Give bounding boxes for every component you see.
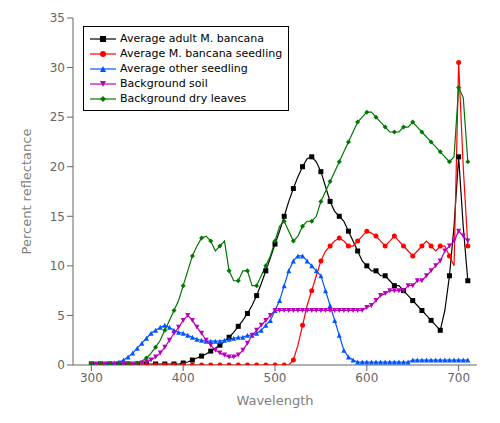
svg-text:15: 15 bbox=[50, 210, 65, 224]
svg-text:300: 300 bbox=[80, 371, 103, 385]
svg-text:10: 10 bbox=[50, 259, 65, 273]
svg-text:20: 20 bbox=[50, 160, 65, 174]
svg-text:25: 25 bbox=[50, 110, 65, 124]
html-text:Background dry leaves: Background dry leaves bbox=[120, 92, 247, 105]
svg-text:700: 700 bbox=[447, 371, 470, 385]
html-text:Average M. bancana seedling: Average M. bancana seedling bbox=[120, 47, 283, 60]
html-text:Average other seedling: Average other seedling bbox=[120, 62, 248, 75]
svg-text:400: 400 bbox=[172, 371, 195, 385]
svg-text:0: 0 bbox=[57, 358, 65, 372]
svg-text:600: 600 bbox=[355, 371, 378, 385]
svg-text:Wavelength: Wavelength bbox=[236, 393, 313, 408]
html-text:Average adult M. bancana: Average adult M. bancana bbox=[120, 32, 264, 45]
svg-text:Percent reflectance: Percent reflectance bbox=[19, 129, 34, 255]
svg-text:30: 30 bbox=[50, 61, 65, 75]
svg-text:5: 5 bbox=[57, 309, 65, 323]
html-text:Background soil: Background soil bbox=[120, 77, 208, 90]
svg-text:35: 35 bbox=[50, 11, 65, 25]
svg-text:500: 500 bbox=[264, 371, 287, 385]
